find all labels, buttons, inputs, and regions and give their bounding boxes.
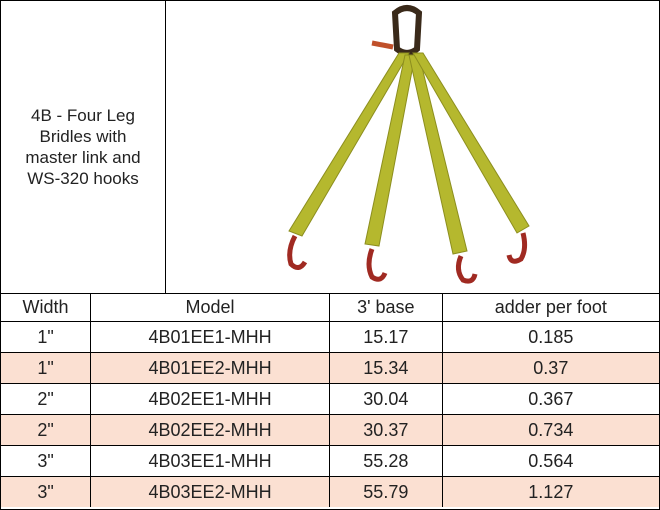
product-title: 4B - Four Leg Bridles with master link a… (1, 1, 166, 293)
product-image (167, 1, 659, 293)
column-header: 3' base (329, 294, 443, 322)
table-cell: 30.04 (329, 383, 443, 415)
table-cell: 0.564 (441, 445, 659, 477)
table-cell: 4B01EE1-MHH (90, 321, 330, 353)
table-cell: 1" (1, 321, 92, 353)
table-cell: 55.79 (329, 476, 443, 507)
column-header: Model (90, 294, 330, 322)
table-cell: 4B01EE2-MHH (90, 352, 330, 384)
table-cell: 4B02EE1-MHH (90, 383, 330, 415)
table-cell: 0.37 (441, 352, 659, 384)
table-cell: 1" (1, 352, 92, 384)
table-cell: 15.34 (329, 352, 443, 384)
table-row: 3" 4B03EE1-MHH 55.28 0.564 (1, 445, 659, 477)
table-row: 3" 4B03EE2-MHH 55.79 1.127 (1, 476, 659, 507)
column-header: adder per foot (441, 294, 659, 322)
table-cell: 0.367 (441, 383, 659, 415)
table-cell: 4B03EE2-MHH (90, 476, 330, 507)
table-cell: 0.734 (441, 414, 659, 446)
price-table: Width Model 3' base adder per foot 1" 4B01EE1… (1, 294, 659, 507)
table-cell: 4B02EE2-MHH (90, 414, 330, 446)
table-cell: 30.37 (329, 414, 443, 446)
table-cell: 55.28 (329, 445, 443, 477)
table-cell: 3" (1, 445, 92, 477)
sling-illustration (287, 5, 530, 284)
column-header: Width (1, 294, 92, 322)
table-cell: 2" (1, 383, 92, 415)
table-cell: 4B03EE1-MHH (90, 445, 330, 477)
table-row: 1" 4B01EE1-MHH 15.17 0.185 (1, 321, 659, 353)
table-row: 2" 4B02EE1-MHH 30.04 0.367 (1, 383, 659, 415)
header-row: Width Model 3' base adder per foot (1, 294, 659, 322)
table-cell: 15.17 (329, 321, 443, 353)
product-header: 4B - Four Leg Bridles with master link a… (1, 1, 659, 294)
table-row: 1" 4B01EE2-MHH 15.34 0.37 (1, 352, 659, 384)
table-cell: 0.185 (441, 321, 659, 353)
table-cell: 2" (1, 414, 92, 446)
table-cell: 1.127 (441, 476, 659, 507)
table-row: 2" 4B02EE2-MHH 30.37 0.734 (1, 414, 659, 446)
table-cell: 3" (1, 476, 92, 507)
